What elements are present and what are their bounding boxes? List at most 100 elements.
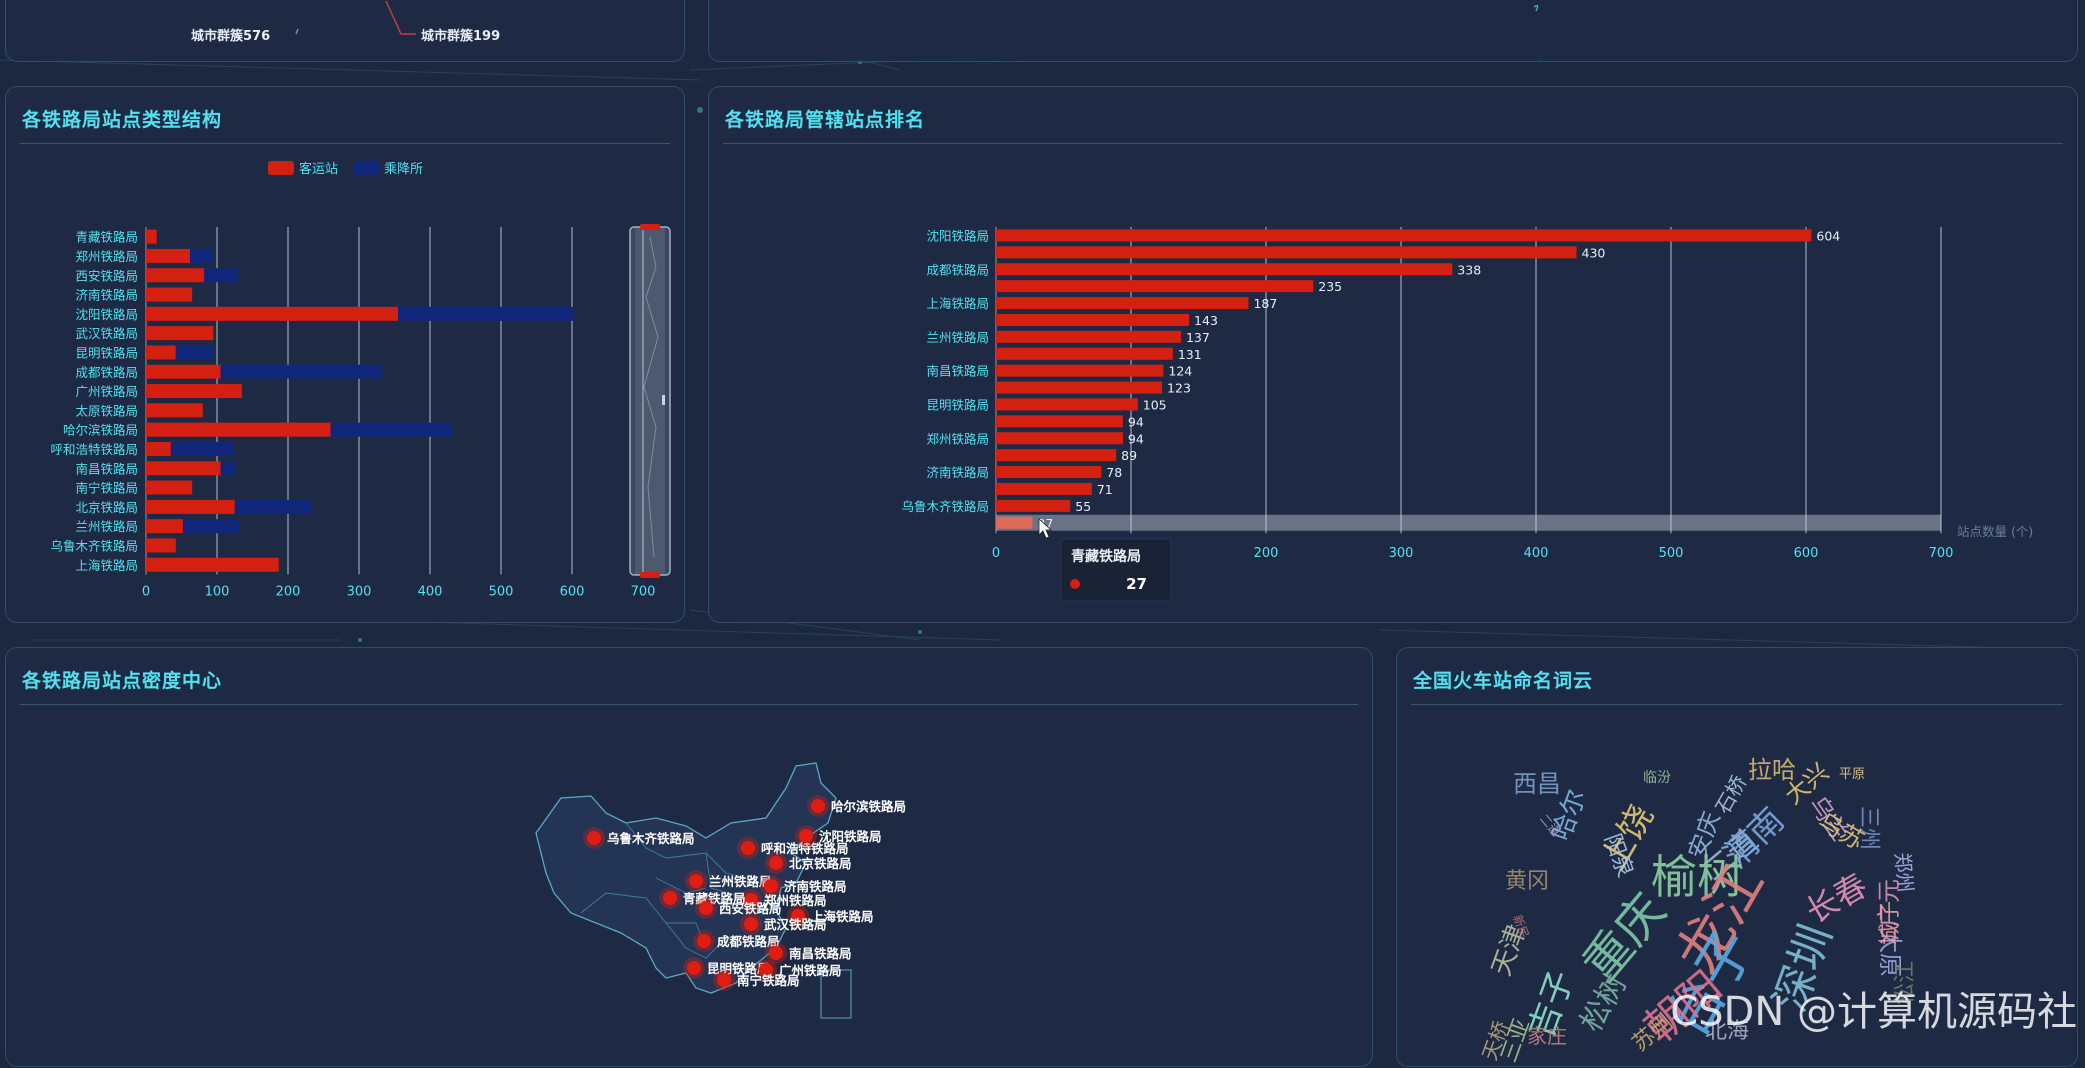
- tooltip-title: 青藏铁路局: [1071, 548, 1141, 565]
- category-label: 广州铁路局: [75, 384, 138, 399]
- bar: [996, 432, 1123, 445]
- south-sea-inset: [820, 969, 852, 1019]
- cloud-word: 长春: [1799, 866, 1873, 931]
- marker-label: 兰州铁路局: [709, 874, 772, 889]
- marker-dot: [717, 973, 731, 987]
- map-marker: 哈尔滨铁路局: [807, 795, 906, 817]
- partial-mark: [1533, 4, 1539, 12]
- zoom-handle-bottom: [640, 572, 660, 578]
- cloud-word: 广元: [1875, 879, 1903, 927]
- x-tick-label: 600: [560, 584, 585, 599]
- station-rank-panel: 各铁路局管辖站点排名 0100200300400500600700站点数量 (个…: [708, 86, 2078, 623]
- bar-passenger: [146, 422, 331, 437]
- map-marker: 北京铁路局: [765, 852, 852, 874]
- map-marker: 武汉铁路局: [740, 913, 827, 935]
- bar-passenger: [146, 499, 235, 514]
- data-label: 137: [1186, 330, 1210, 345]
- x-tick-label: 0: [142, 584, 150, 599]
- marker-label: 呼和浩特铁路局: [761, 841, 849, 856]
- data-label: 78: [1106, 465, 1122, 480]
- title-divider: [723, 143, 2063, 144]
- tooltip-value: 27: [1126, 575, 1147, 593]
- marker-label: 西安铁路局: [719, 901, 782, 916]
- station-type-panel: 各铁路局站点类型结构 0 100 200 300 400 500 600 700 客运站 乘降所青…: [5, 86, 685, 623]
- x-tick-label: 700: [1929, 546, 1954, 561]
- marker-label: 上海铁路局: [811, 909, 874, 924]
- category-label: 成都铁路局: [926, 262, 989, 277]
- bar: [996, 364, 1164, 377]
- bar-passenger: [146, 306, 399, 321]
- bar: [996, 415, 1123, 428]
- marker-label: 乌鲁木齐铁路局: [607, 831, 695, 846]
- bar-passenger: [146, 248, 191, 263]
- category-label: 郑州铁路局: [75, 249, 138, 264]
- marker-label: 北京铁路局: [789, 856, 852, 871]
- data-label: 338: [1457, 262, 1481, 277]
- bar-passenger: [146, 345, 176, 360]
- data-label: 604: [1816, 228, 1840, 243]
- title-divider: [1411, 704, 2063, 705]
- bar-passenger: [146, 229, 157, 244]
- tooltip: 青藏铁路局 27: [1060, 538, 1172, 602]
- bar-halt: [190, 248, 213, 263]
- marker-dot: [769, 856, 783, 870]
- category-label: 武汉铁路局: [75, 326, 138, 341]
- map-marker: 呼和浩特铁路局: [737, 837, 849, 859]
- marker-dot: [811, 799, 825, 813]
- category-label: 郑州铁路局: [926, 431, 989, 446]
- cloud-word: 拉哈: [1748, 756, 1796, 784]
- marker-dot: [769, 946, 783, 960]
- category-label: 济南铁路局: [75, 288, 138, 303]
- marker-dot: [799, 829, 813, 843]
- x-tick-label: 100: [205, 584, 230, 599]
- category-label: 南昌铁路局: [926, 364, 989, 379]
- map-marker: 上海铁路局: [787, 905, 874, 927]
- marker-label: 哈尔滨铁路局: [831, 799, 906, 814]
- category-label: 上海铁路局: [926, 296, 989, 311]
- title-divider: [20, 143, 670, 144]
- map-marker: 南宁铁路局: [713, 969, 800, 991]
- bar-halt: [234, 499, 312, 514]
- cloud-word: 城子: [1878, 901, 1903, 945]
- province-borders: [580, 822, 767, 959]
- bar-halt: [330, 422, 452, 437]
- category-label: 昆明铁路局: [926, 397, 989, 412]
- data-label: 235: [1318, 279, 1342, 294]
- cluster-label-1: 城市群簇576: [191, 29, 271, 44]
- tooltip-dot: [1070, 579, 1080, 589]
- map-marker: 青藏铁路局: [659, 887, 746, 909]
- legend-swatch-passenger: [268, 161, 294, 175]
- category-label: 济南铁路局: [926, 465, 989, 480]
- bar-halt: [182, 519, 240, 534]
- bar: [996, 313, 1190, 326]
- category-label: 乌鲁木齐铁路局: [901, 499, 989, 514]
- bar-passenger: [146, 364, 221, 379]
- bar-passenger: [146, 403, 203, 418]
- tooltip-box: [1060, 538, 1172, 602]
- data-label: 89: [1121, 448, 1137, 463]
- data-label: 430: [1582, 245, 1606, 260]
- bar-halt: [204, 268, 239, 283]
- cloud-word: 松江: [1893, 961, 1918, 1005]
- zoom-window: [635, 227, 665, 575]
- zoom-grip: [662, 395, 665, 405]
- marker-dot: [689, 874, 703, 888]
- marker-label: 青藏铁路局: [683, 891, 746, 906]
- cloud-word: 郑州: [1890, 851, 1917, 893]
- map-marker: 乌鲁木齐铁路局: [583, 827, 695, 849]
- bar: [996, 482, 1092, 495]
- top-right-panel: [708, 0, 2078, 62]
- map-marker: 郑州铁路局: [740, 889, 827, 911]
- bar: [996, 381, 1163, 394]
- bar: [996, 449, 1117, 462]
- marker-label: 济南铁路局: [784, 879, 847, 894]
- category-label: 哈尔滨铁路局: [63, 423, 138, 438]
- marker-label: 成都铁路局: [717, 934, 780, 949]
- cluster-lines: [295, 0, 416, 35]
- data-label: 143: [1194, 313, 1218, 328]
- category-label: 北京铁路局: [75, 500, 138, 515]
- category-label: 成都铁路局: [75, 365, 138, 380]
- map-marker: 南昌铁路局: [765, 942, 852, 964]
- category-label: 兰州铁路局: [926, 330, 989, 345]
